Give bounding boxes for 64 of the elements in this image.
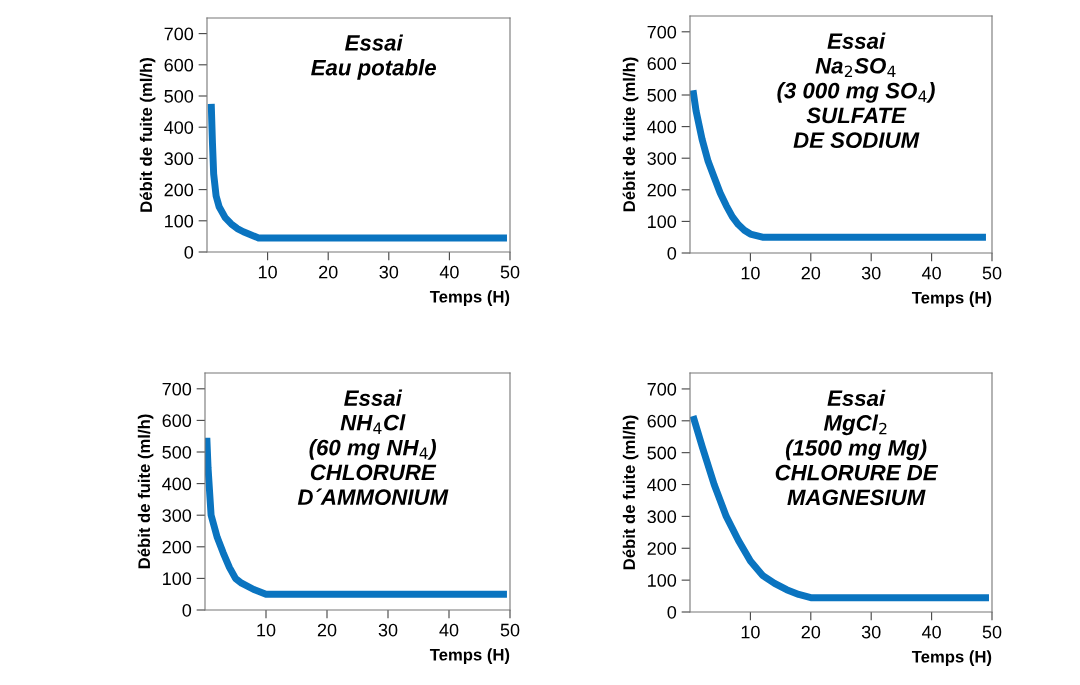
y-tick-label: 0 <box>667 605 677 619</box>
text: Essai Na$_{2}$SO$_{4}$ (3 000 mg SO$_{4}$) SULFATE DE SODIUM <box>777 32 935 149</box>
x-tick-label: 30 <box>378 623 398 637</box>
x-axis-title: Temps (H) <box>911 650 992 666</box>
y-tick-label: 200 <box>647 183 677 197</box>
x-tick-label: 10 <box>741 266 760 280</box>
y-tick-label: 100 <box>165 214 194 228</box>
y-tick-label: 300 <box>164 152 194 166</box>
y-tick-label: 400 <box>162 477 192 491</box>
text: Essai NH$_{4}$Cl (60 mg NH$_{4}$) CHLORURE D´AMMONIUM <box>297 389 449 506</box>
y-tick-label: 200 <box>162 540 192 554</box>
y-tick-label: 0 <box>667 246 677 260</box>
y-tick-label: 400 <box>164 121 194 134</box>
x-tick-label: 20 <box>801 625 821 639</box>
annotation: Essai MgCl$_{2}$ (1500 mg Mg) CHLORURE DE MAGNESIUM <box>775 389 939 506</box>
y-tick-label: 600 <box>647 57 677 71</box>
x-tick-label: 50 <box>982 625 1002 639</box>
y-tick-label: 600 <box>162 414 192 428</box>
x-tick-label: 30 <box>861 625 881 639</box>
y-tick-label: 100 <box>163 572 192 586</box>
y-axis-title: Débit de fuite (ml/h) <box>622 57 639 212</box>
x-tick-label: 40 <box>439 623 459 637</box>
y-tick-label: 100 <box>648 215 677 229</box>
y-tick-label: 500 <box>164 89 194 103</box>
y-tick-label: 600 <box>164 58 194 72</box>
y-tick-label: 500 <box>162 445 192 459</box>
y-tick-label: 200 <box>647 542 677 555</box>
annotation: Essai Eau potable <box>311 34 437 80</box>
y-axis-title: Débit de fuite (ml/h) <box>139 58 156 212</box>
y-tick-label: 400 <box>647 478 677 492</box>
x-tick-label: 10 <box>257 623 276 637</box>
y-tick-label: 0 <box>184 245 194 259</box>
x-axis-title: Temps (H) <box>911 291 992 307</box>
y-tick-label: 400 <box>647 120 677 134</box>
x-tick-label: 20 <box>801 266 821 280</box>
x-tick-label: 50 <box>500 265 520 279</box>
x-tick-label: 40 <box>439 265 459 279</box>
y-tick-label: 300 <box>162 509 192 522</box>
x-axis-title: Temps (H) <box>429 290 510 306</box>
x-axis-title: Temps (H) <box>429 648 510 664</box>
y-tick-label: 300 <box>647 152 677 165</box>
y-tick-label: 700 <box>647 25 677 39</box>
y-tick-label: 500 <box>647 88 677 102</box>
y-axis-title: Débit de fuite (ml/h) <box>622 415 639 570</box>
y-tick-label: 500 <box>647 446 677 460</box>
y-axis-title: Débit de fuite (ml/h) <box>137 414 154 569</box>
y-tick-label: 600 <box>647 414 677 428</box>
x-tick-label: 40 <box>921 266 941 280</box>
y-tick-label: 100 <box>648 574 677 587</box>
x-tick-label: 20 <box>317 623 337 637</box>
y-tick-label: 300 <box>647 510 677 524</box>
x-tick-label: 50 <box>500 623 520 637</box>
x-tick-label: 20 <box>319 265 338 279</box>
x-tick-label: 40 <box>921 625 941 639</box>
y-tick-label: 700 <box>647 382 677 396</box>
x-tick-label: 10 <box>741 625 760 639</box>
x-tick-label: 30 <box>861 266 881 280</box>
y-tick-label: 700 <box>164 27 194 41</box>
x-tick-label: 30 <box>379 265 399 279</box>
x-tick-label: 50 <box>982 266 1002 280</box>
y-tick-label: 0 <box>182 603 192 617</box>
y-tick-label: 200 <box>164 183 194 197</box>
y-tick-label: 700 <box>162 382 192 396</box>
x-tick-label: 10 <box>258 265 277 279</box>
